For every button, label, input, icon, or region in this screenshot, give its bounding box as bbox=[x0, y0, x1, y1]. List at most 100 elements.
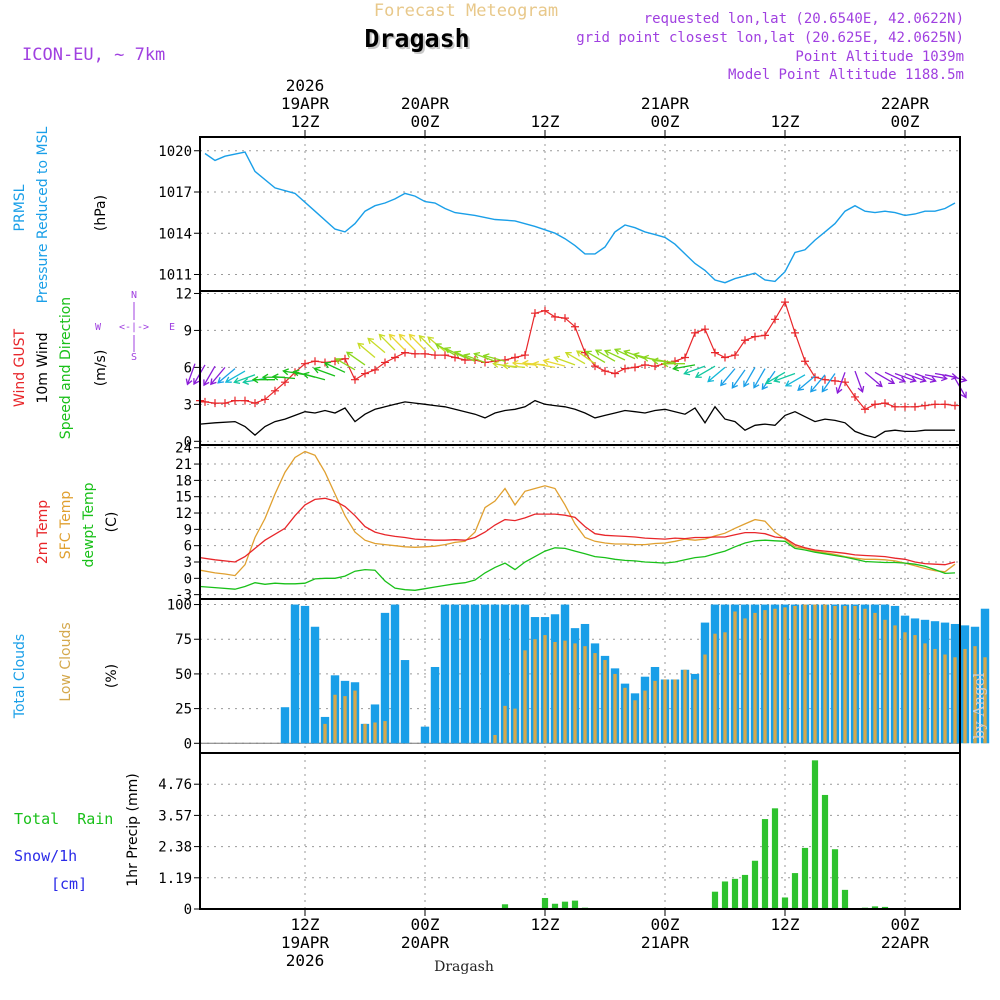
low-cloud-bar bbox=[833, 605, 837, 744]
low-cloud-bar bbox=[343, 696, 347, 744]
wind-arrow-head bbox=[521, 359, 529, 367]
wind-gust-marker bbox=[861, 405, 869, 414]
pressure-series bbox=[204, 151, 956, 284]
wind-arrow-head bbox=[694, 371, 702, 378]
wind-gust-marker bbox=[911, 402, 919, 411]
label-hpa: (hPa) bbox=[93, 195, 109, 231]
label-snow: Snow/1h bbox=[14, 847, 77, 865]
wind-arrow-head bbox=[584, 350, 592, 357]
wind-arrow-head bbox=[463, 353, 471, 360]
wind-arrow-shaft bbox=[503, 364, 526, 369]
label-pressure-msl: Pressure Reduced to MSL bbox=[35, 126, 51, 303]
low-cloud-bar bbox=[363, 723, 367, 744]
wind-arrow-shaft bbox=[854, 370, 864, 392]
bottom-axis-label: 00Z bbox=[651, 915, 680, 934]
wind-arrow-head bbox=[313, 366, 321, 374]
bottom-axis-label: 22APR bbox=[881, 933, 930, 952]
wind-direction-arrows bbox=[185, 333, 968, 399]
wind-arrow-head bbox=[683, 368, 691, 376]
low-cloud-bar bbox=[523, 650, 527, 744]
wind-gust-marker bbox=[731, 351, 739, 360]
low-cloud-bar bbox=[763, 610, 767, 744]
top-axis-label: 21APR bbox=[641, 94, 690, 113]
wind-arrow-head bbox=[501, 362, 509, 370]
low-cloud-bar bbox=[843, 605, 847, 744]
wind-gust-marker bbox=[831, 376, 839, 385]
wind-gust-marker bbox=[851, 392, 859, 401]
wind-arrow-shaft bbox=[595, 349, 616, 362]
wind-arrow-shaft bbox=[408, 334, 426, 351]
wind-arrow-head bbox=[482, 353, 490, 361]
wind-arrow-shaft bbox=[335, 358, 356, 371]
bottom-axis-label: 19APR bbox=[281, 933, 330, 952]
wind-arrow-head bbox=[797, 384, 805, 391]
top-axis-label: 12Z bbox=[771, 112, 800, 131]
station-title: Dragash bbox=[364, 24, 469, 53]
low-cloud-bar bbox=[613, 673, 617, 744]
wind-arrow-head bbox=[473, 351, 481, 359]
top-axis-label: 00Z bbox=[411, 112, 440, 131]
dewpoint-line bbox=[199, 539, 956, 591]
wind-arrow-shaft bbox=[346, 351, 366, 366]
compass-rose: N <-|-> W E S bbox=[95, 290, 175, 363]
wind-gust-marker bbox=[301, 359, 309, 368]
footer-station: Dragash bbox=[434, 959, 494, 975]
wind-arrow-head bbox=[821, 385, 828, 393]
label-sfc-temp: SFC Temp bbox=[58, 491, 74, 560]
wind-arrow-head bbox=[388, 333, 396, 341]
rain-bar bbox=[831, 849, 839, 909]
total-cloud-bar bbox=[400, 660, 410, 744]
t2m-line bbox=[199, 497, 956, 566]
y-tick-label: 6 bbox=[184, 539, 192, 555]
low-cloud-bar bbox=[563, 640, 567, 744]
rain-bar bbox=[711, 891, 719, 909]
header-subtitle: Forecast Meteogram bbox=[374, 1, 558, 21]
wind-gust-marker bbox=[541, 306, 549, 315]
wind-arrow-head bbox=[651, 357, 659, 365]
wind-arrow-shaft bbox=[203, 365, 216, 386]
wind-arrow-head bbox=[784, 380, 792, 387]
wind-gust-marker bbox=[531, 309, 539, 318]
top-axis-label: 12Z bbox=[531, 112, 560, 131]
wind-arrow-shaft bbox=[604, 350, 626, 361]
y-tick-label: 0 bbox=[184, 571, 192, 587]
y-tick-label: 3.57 bbox=[158, 808, 192, 824]
temp-grid bbox=[200, 445, 960, 599]
wind-gust-marker bbox=[351, 375, 359, 384]
wind-gust-marker bbox=[901, 402, 909, 411]
wind-gust-marker bbox=[391, 353, 399, 362]
wind-gust-marker bbox=[421, 349, 429, 358]
wind-gust-marker bbox=[211, 399, 219, 408]
wind-arrow-shaft bbox=[924, 374, 947, 380]
low-cloud-bar bbox=[963, 648, 967, 744]
y-tick-label: 12 bbox=[175, 506, 192, 522]
wind-arrow-head bbox=[323, 361, 331, 369]
wind-gust-marker bbox=[221, 399, 229, 408]
low-cloud-bar bbox=[893, 625, 897, 744]
total-cloud-bar bbox=[480, 604, 490, 744]
wind-arrow-head bbox=[761, 383, 768, 391]
credit-watermark: by Angel bbox=[970, 672, 988, 739]
wind-gust-marker bbox=[951, 401, 959, 410]
top-axis-label: 00Z bbox=[651, 112, 680, 131]
low-cloud-bar bbox=[683, 669, 687, 744]
low-cloud-bar bbox=[713, 633, 717, 744]
wind-arrow-shaft bbox=[884, 371, 906, 383]
pressure-grid bbox=[200, 137, 960, 291]
low-cloud-bar bbox=[973, 646, 977, 744]
total-cloud-bar bbox=[380, 612, 390, 744]
wind-gust-marker bbox=[381, 358, 389, 367]
wind-arrow-head bbox=[345, 351, 353, 358]
total-cloud-bar bbox=[390, 604, 400, 744]
total-cloud-bar bbox=[460, 604, 470, 744]
rain-bar bbox=[561, 901, 569, 909]
wind-gust-marker bbox=[681, 353, 689, 362]
wind-arrow-head bbox=[773, 376, 781, 383]
label-low-clouds: Low Clouds bbox=[58, 622, 74, 701]
wind-arrow-head bbox=[810, 385, 817, 393]
wind-gust-marker bbox=[711, 348, 719, 357]
total-cloud-bar bbox=[310, 626, 320, 744]
y-tick-label: 24 bbox=[175, 441, 192, 457]
label-total-clouds: Total Clouds bbox=[12, 634, 28, 719]
wind-gust-marker bbox=[431, 351, 439, 360]
